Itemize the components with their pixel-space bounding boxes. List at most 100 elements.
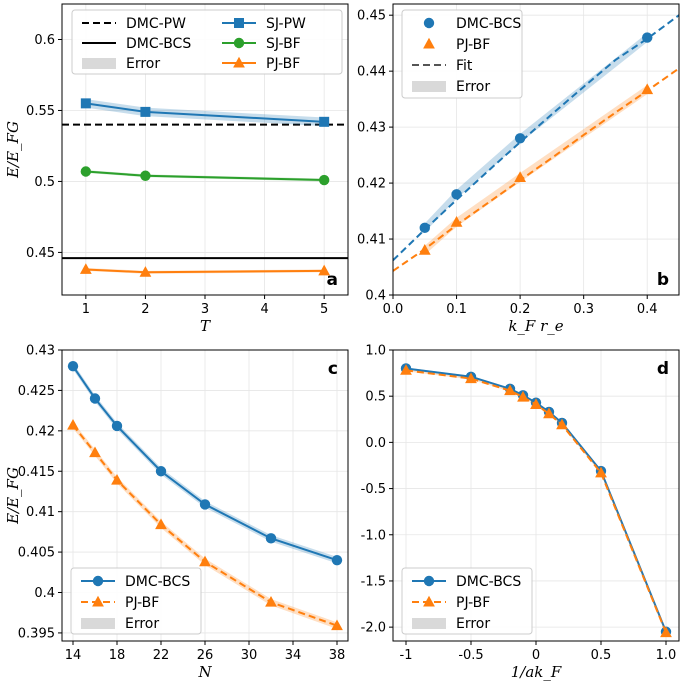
axes-frame [392,3,680,296]
x-tick-label: -0.5 [458,648,483,663]
legend-item-pj-bf: PJ-BF [222,56,300,72]
data-point-dmc-bcs [419,222,430,234]
data-point-pj-bf [595,466,607,478]
legend: DMC-PW SJ-PW DMC-BCS SJ-BF Error PJ-BF [71,9,343,75]
y-tick-label: -0.5 [361,482,386,497]
legend-item-pj-bf: PJ-BF [423,37,490,53]
legend-swatch-marker [92,595,104,607]
y-tick-label: 0.43 [357,121,386,136]
y-tick-label: 0.405 [18,546,55,561]
x-tick-label: 0.3 [573,302,594,317]
y-tick-label: 0.6 [34,33,55,48]
legend-item-dmc-pw: DMC-PW [82,16,186,32]
plot-area [393,14,679,272]
legend-label: DMC-BCS [456,574,521,590]
legend: DMC-BCS PJ-BF Fit Error [401,9,523,99]
panel-label: b [657,270,669,290]
panel-b: 0.0 0.1 0.2 0.3 0.4 0.4 0.41 0.42 0.43 0.44 0.45 k_… [357,3,680,335]
legend-label: Error [456,79,490,95]
data-point-dmc-bcs [89,393,101,404]
data-point-pj-bf [139,266,152,277]
y-tick-label: 0.4 [34,586,55,601]
x-tick-label: 1 [82,302,90,317]
legend-item-dmc-bcs: DMC-BCS [82,36,191,52]
data-point-pj-bf [79,263,92,274]
legend-box [401,9,523,99]
legend-swatch [412,618,446,629]
x-axis-label: T [200,317,211,335]
legend-label: Error [125,616,159,632]
legend-item-sj-pw: SJ-PW [222,16,306,32]
plot-area [400,363,672,638]
y-tick-label: -1.0 [361,528,386,543]
panel-label: a [327,270,338,290]
y-tick-label: 0.5 [365,390,386,405]
y-tick-label: 0.42 [357,177,386,192]
x-tick-label: 22 [153,648,170,663]
legend-label: SJ-BF [266,36,301,52]
legend-item-fit: Fit [412,58,473,74]
x-tick-label: 1.0 [656,648,677,663]
fit-line [393,67,679,272]
data-point-pj-bf [155,518,167,530]
legend-item-dmc-bcs: DMC-BCS [412,574,521,590]
data-point-pj-bf [67,418,79,430]
x-axis-label: N [197,663,212,681]
y-tick-label: 0.395 [18,626,55,641]
data-point-pj-bf [543,407,555,419]
data-point-dmc-bcs [451,189,462,200]
y-tick-label: 0.415 [18,465,55,480]
legend-swatch-marker [233,56,245,68]
legend-item-sj-bf: SJ-BF [222,36,301,52]
x-tick-label: 5 [320,302,328,317]
y-tick-label: 1.0 [365,344,386,359]
legend-label: PJ-BF [125,595,159,611]
data-point-pj-bf [556,418,568,430]
panel-label: c [328,359,338,379]
legend: DMC-BCS PJ-BF Error [401,567,533,635]
panel-d: -1 -0.5 0 0.5 1.0 -2.0 -1.5 -1.0 -0.5 0.0 0.5 1.0 1/… [361,344,680,681]
x-axis-label: 1/ak_F [511,663,562,681]
x-tick-label: 34 [285,648,302,663]
data-point-pj-bf [465,372,477,384]
panel-c: 14 18 22 26 30 34 38 0.395 0.4 0.405 0.41 0.415 0.42… [4,344,349,681]
legend-label: DMC-BCS [456,16,521,32]
legend-label: PJ-BF [456,595,490,611]
data-point-pj-bf [517,390,529,402]
data-point-sj-bf [318,174,330,186]
y-tick-label: 0.41 [357,233,386,248]
legend-label: PJ-BF [456,37,490,53]
legend: DMC-BCS PJ-BF Error [70,567,202,635]
y-tick-label: 0.45 [26,246,55,261]
data-point-pj-bf [660,626,672,638]
legend-item-error: Error [412,79,490,95]
data-point-pj-bf [265,596,277,607]
legend-label: Fit [456,58,473,74]
data-point-sj-bf [140,170,151,181]
x-tick-label: 0.2 [510,302,531,317]
y-tick-label: 0.43 [26,344,55,359]
y-tick-label: 0.5 [34,175,55,190]
data-point-pj-bf [89,446,101,458]
legend-label: PJ-BF [266,56,300,72]
data-point-sj-bf [80,166,92,177]
x-tick-label: 0.4 [637,302,658,317]
x-tick-label: 38 [329,648,346,663]
legend-item-error: Error [412,616,490,632]
x-tick-label: 4 [260,302,268,317]
error-band-pj-bf [424,85,648,255]
y-tick-label: 0.4 [365,289,386,304]
y-tick-label: 0.425 [18,384,55,399]
legend-label: DMC-BCS [125,574,190,590]
legend-swatch-marker [423,575,435,587]
legend-item-pj-bf: PJ-BF [81,595,159,611]
data-point-dmc-bcs [67,360,79,372]
data-point-dmc-bcs [265,533,277,544]
legend-swatch [81,618,115,629]
y-axis-label: E/E_FG [4,121,22,179]
y-tick-label: -1.5 [361,574,386,589]
y-tick-label: 0.45 [357,9,386,24]
legend-item-pj-bf: PJ-BF [412,595,490,611]
